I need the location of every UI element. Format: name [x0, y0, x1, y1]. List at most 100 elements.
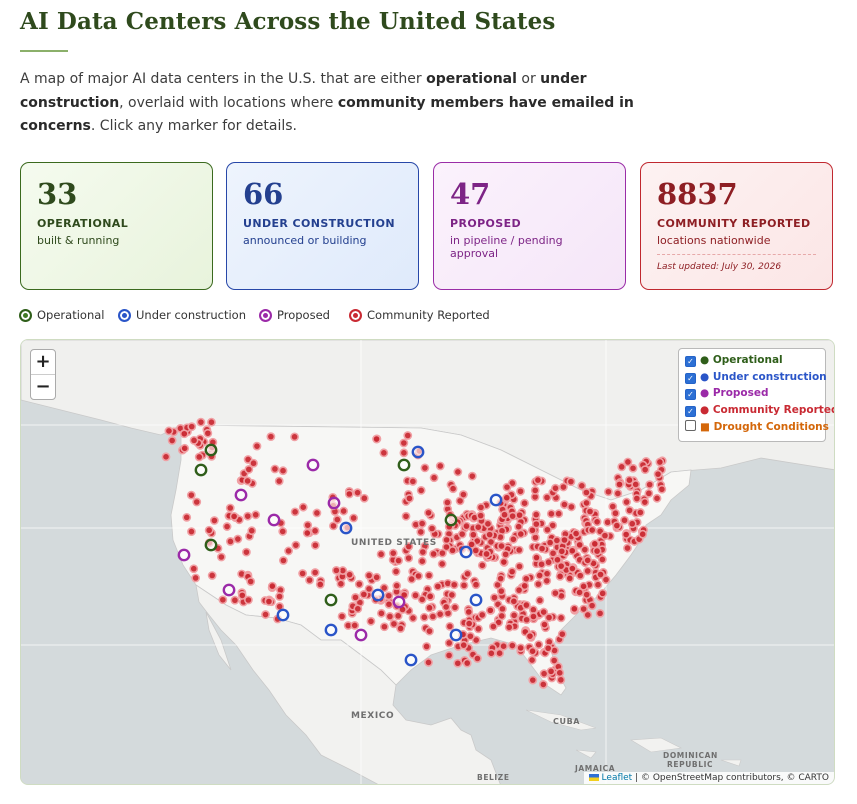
under_construction-marker[interactable] [469, 593, 483, 607]
community-marker[interactable] [463, 569, 472, 579]
operational-marker[interactable] [194, 463, 208, 477]
community-marker[interactable] [393, 611, 403, 621]
community-marker[interactable] [486, 648, 496, 658]
community-marker[interactable] [337, 611, 347, 621]
community-marker[interactable] [554, 509, 564, 519]
community-marker[interactable] [376, 608, 386, 618]
community-marker[interactable] [209, 516, 219, 525]
community-marker[interactable] [411, 590, 420, 600]
community-marker[interactable] [582, 590, 592, 600]
community-marker[interactable] [403, 431, 413, 440]
community-marker[interactable] [552, 536, 562, 545]
community-marker[interactable] [364, 571, 374, 580]
community-marker[interactable] [559, 482, 568, 492]
community-marker[interactable] [593, 580, 603, 590]
community-marker[interactable] [442, 498, 452, 507]
community-marker[interactable] [194, 452, 204, 462]
community-marker[interactable] [420, 463, 430, 473]
community-marker[interactable] [485, 530, 495, 540]
community-marker[interactable] [404, 553, 414, 563]
community-marker[interactable] [336, 579, 346, 589]
community-marker[interactable] [638, 529, 648, 539]
community-marker[interactable] [531, 519, 541, 529]
operational-marker[interactable] [397, 458, 411, 472]
community-marker[interactable] [298, 569, 308, 578]
community-marker[interactable] [379, 583, 389, 593]
community-marker[interactable] [583, 566, 593, 576]
community-marker[interactable] [497, 541, 506, 551]
community-marker[interactable] [414, 571, 423, 581]
community-marker[interactable] [532, 553, 541, 562]
community-marker[interactable] [467, 471, 477, 481]
community-marker[interactable] [595, 608, 605, 618]
community-marker[interactable] [416, 485, 426, 495]
community-marker[interactable] [483, 519, 493, 529]
community-marker[interactable] [425, 626, 434, 636]
community-marker[interactable] [391, 567, 401, 576]
community-marker[interactable] [620, 515, 629, 525]
community-marker[interactable] [565, 573, 575, 583]
community-marker[interactable] [424, 570, 434, 580]
community-marker[interactable] [339, 506, 349, 516]
community-marker[interactable] [530, 485, 540, 495]
community-marker[interactable] [278, 466, 288, 476]
under_construction-marker[interactable] [411, 445, 425, 459]
community-marker[interactable] [632, 494, 642, 503]
community-marker[interactable] [557, 629, 567, 639]
community-marker[interactable] [499, 641, 508, 651]
community-marker[interactable] [332, 515, 342, 524]
community-marker[interactable] [501, 550, 511, 559]
community-marker[interactable] [350, 621, 360, 630]
community-marker[interactable] [577, 481, 587, 491]
community-marker[interactable] [189, 564, 199, 574]
community-marker[interactable] [550, 588, 560, 598]
community-marker[interactable] [468, 530, 478, 540]
community-marker[interactable] [542, 493, 552, 502]
community-marker[interactable] [207, 571, 217, 580]
map-markers[interactable] [161, 417, 667, 689]
community-marker[interactable] [514, 522, 524, 532]
community-marker[interactable] [270, 464, 280, 474]
community-marker[interactable] [597, 555, 607, 564]
community-marker[interactable] [448, 484, 458, 494]
community-marker[interactable] [515, 561, 524, 571]
community-marker[interactable] [556, 613, 566, 623]
community-marker[interactable] [161, 452, 171, 462]
community-marker[interactable] [533, 579, 543, 589]
community-marker[interactable] [543, 643, 553, 653]
community-marker[interactable] [441, 602, 451, 612]
community-marker[interactable] [278, 527, 288, 536]
community-marker[interactable] [508, 534, 518, 544]
community-marker[interactable] [542, 525, 552, 535]
community-marker[interactable] [417, 595, 427, 604]
community-marker[interactable] [579, 581, 588, 591]
community-marker[interactable] [442, 542, 451, 552]
community-marker[interactable] [476, 502, 486, 512]
proposed-marker[interactable] [267, 513, 281, 527]
community-marker[interactable] [275, 592, 284, 601]
layer-toggle-proposed[interactable]: ✓ ● Proposed [685, 387, 819, 404]
community-marker[interactable] [189, 435, 199, 445]
community-marker[interactable] [455, 496, 465, 506]
community-marker[interactable] [539, 669, 549, 679]
community-marker[interactable] [396, 624, 406, 633]
community-marker[interactable] [579, 604, 589, 614]
community-marker[interactable] [385, 612, 395, 621]
proposed-marker[interactable] [222, 583, 236, 597]
community-marker[interactable] [569, 604, 579, 614]
community-marker[interactable] [237, 591, 247, 600]
community-marker[interactable] [516, 643, 526, 653]
community-marker[interactable] [625, 506, 634, 515]
community-marker[interactable] [408, 477, 418, 486]
community-marker[interactable] [527, 655, 537, 665]
community-marker[interactable] [418, 547, 428, 557]
community-marker[interactable] [359, 590, 369, 599]
leaflet-link[interactable]: Leaflet [601, 773, 633, 783]
community-marker[interactable] [546, 509, 556, 519]
community-marker[interactable] [459, 640, 469, 650]
community-marker[interactable] [453, 658, 463, 668]
community-marker[interactable] [502, 493, 512, 503]
community-marker[interactable] [310, 568, 320, 577]
community-marker[interactable] [560, 500, 569, 509]
under_construction-marker[interactable] [489, 493, 503, 507]
